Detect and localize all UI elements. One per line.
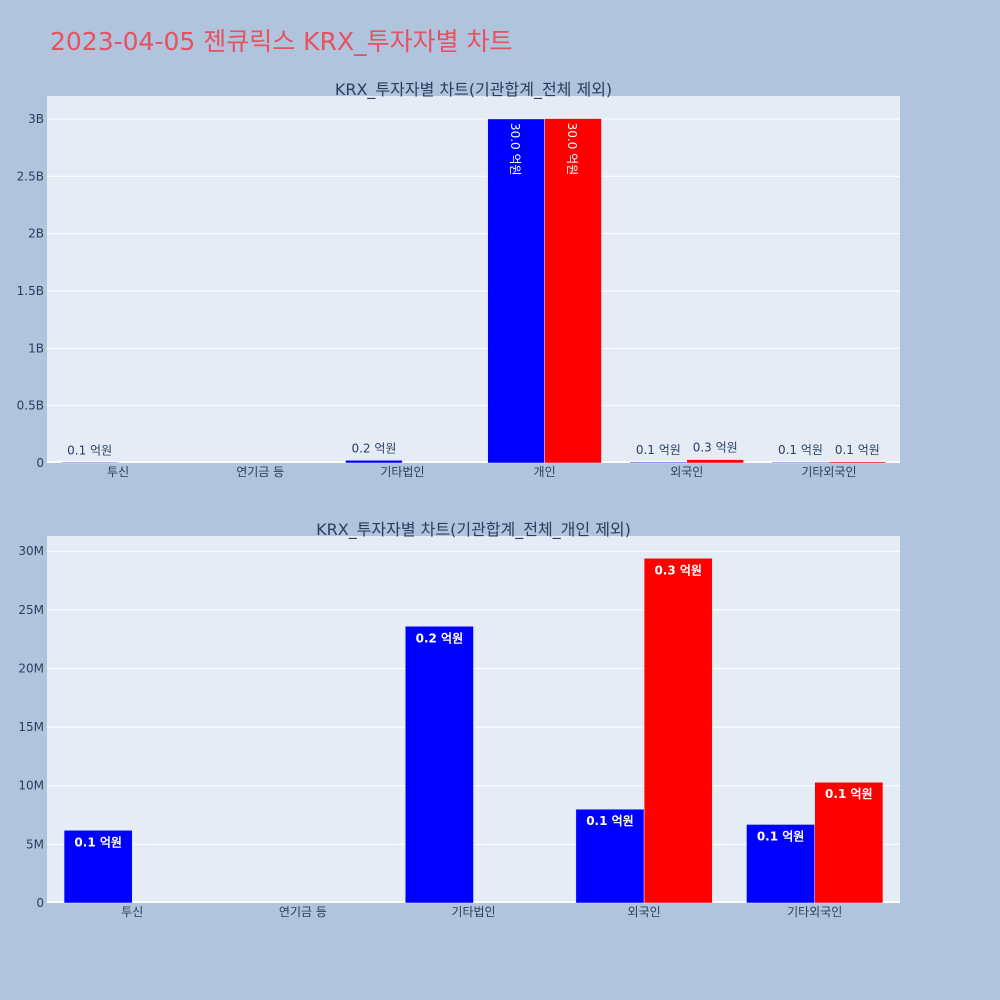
x-tick-label: 외국인 <box>670 465 703 479</box>
y-tick-label: 10M <box>18 779 44 793</box>
y-tick-label: 15M <box>18 720 44 734</box>
bar <box>643 558 713 904</box>
x-tick-label: 외국인 <box>628 905 661 919</box>
bar-label: 0.1 억원 <box>586 814 634 828</box>
x-tick-label: 기타외국인 <box>801 465 856 479</box>
y-tick-label: 30M <box>18 544 44 558</box>
bar-label: 0.1 억원 <box>757 829 805 843</box>
bar-label: 0.3 억원 <box>693 441 738 455</box>
y-tick-label: 1.5B <box>17 284 44 298</box>
y-tick-label: 5M <box>26 837 44 851</box>
bar <box>60 462 119 464</box>
y-tick-label: 25M <box>18 603 44 617</box>
bar <box>63 830 133 904</box>
y-tick-label: 2.5B <box>17 169 44 183</box>
x-tick-label: 기타법인 <box>380 465 424 479</box>
x-tick-label: 투신 <box>107 465 129 479</box>
plot-area <box>47 96 900 463</box>
bar <box>746 824 815 904</box>
bar <box>686 459 744 464</box>
x-tick-label: 기타외국인 <box>787 905 842 919</box>
x-tick-label: 연기금 등 <box>279 905 327 919</box>
chart-title: KRX_투자자별 차트(기관합계_전체 제외) <box>335 80 612 100</box>
page-title: 2023-04-05 젠큐릭스 KRX_투자자별 차트 <box>50 27 513 56</box>
bar <box>828 461 887 464</box>
chart-1: 0 0.5B 1B 1.5B 2B 2.5B 3B KRX_투자자별 차트(기관합계_전체 제… <box>17 80 900 479</box>
y-tick-label: 0 <box>36 896 44 910</box>
bar <box>345 460 403 464</box>
y-tick-label: 0.5B <box>17 399 44 413</box>
bar <box>629 461 688 464</box>
chart-title: KRX_투자자별 차트(기관합계_전체_개인 제외) <box>316 520 631 540</box>
y-tick-label: 1B <box>28 341 44 355</box>
bar <box>814 781 884 904</box>
bar-label: 30.0 억원 <box>565 123 579 176</box>
bar-label: 0.3 억원 <box>654 563 702 577</box>
bar <box>771 461 830 464</box>
bar-label: 0.1 억원 <box>636 443 681 457</box>
y-tick-label: 3B <box>28 112 44 126</box>
bar-label: 0.2 억원 <box>351 441 396 455</box>
bar-label: 0.1 억원 <box>825 787 873 801</box>
bar <box>487 118 545 464</box>
bar-label: 0.2 억원 <box>416 631 464 645</box>
y-tick-label: 0 <box>36 456 44 470</box>
bar-label: 30.0 억원 <box>508 123 522 176</box>
bar <box>544 118 602 464</box>
x-tick-label: 연기금 등 <box>236 465 284 479</box>
bar-label: 0.1 억원 <box>67 443 112 457</box>
bar-label: 0.1 억원 <box>74 835 122 849</box>
x-tick-label: 기타법인 <box>451 905 495 919</box>
bar <box>575 808 645 904</box>
bar-label: 0.1 억원 <box>778 443 823 457</box>
bar <box>405 626 474 904</box>
x-tick-label: 개인 <box>534 465 556 479</box>
y-tick-label: 2B <box>28 227 44 241</box>
x-tick-label: 투신 <box>121 905 143 919</box>
y-tick-label: 20M <box>18 661 44 675</box>
bar-label: 0.1 억원 <box>835 443 880 457</box>
chart-2: 0 5M 10M 15M 20M 25M 30M KRX_투자자별 차트(기관합계_전체_개인… <box>18 520 900 919</box>
